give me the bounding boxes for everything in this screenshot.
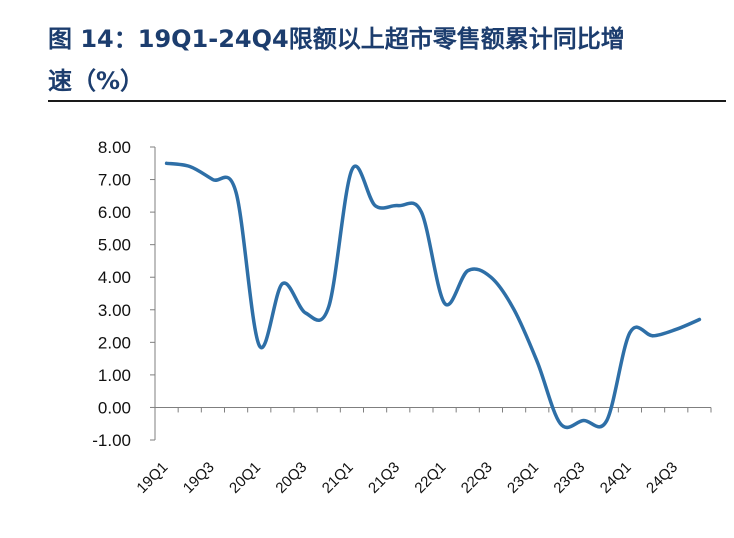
x-tick-label: 19Q1: [133, 459, 171, 497]
data-point: [350, 168, 354, 171]
title-divider: [48, 100, 726, 102]
y-tick-label: 6.00: [98, 203, 131, 222]
data-point: [281, 282, 284, 285]
data-point: [258, 344, 261, 347]
data-point: [165, 162, 168, 165]
data-point: [536, 360, 539, 364]
data-point: [512, 308, 516, 311]
x-tick-label: 24Q3: [643, 459, 681, 497]
data-point: [234, 191, 238, 194]
y-tick-label: 7.00: [98, 171, 131, 190]
y-tick-label: -1.00: [92, 431, 131, 450]
data-point: [651, 334, 655, 337]
y-tick-label: 8.00: [98, 138, 131, 157]
x-tick-label: 20Q3: [272, 459, 310, 497]
data-point: [443, 302, 446, 305]
series-line: [164, 161, 702, 430]
x-tick-label: 23Q3: [550, 459, 588, 497]
y-tick-label: 0.00: [98, 398, 131, 417]
x-tick-label: 23Q1: [504, 459, 542, 497]
y-tick-label: 1.00: [98, 366, 131, 385]
data-point: [327, 305, 330, 308]
y-tick-label: 2.00: [98, 333, 131, 352]
data-point: [628, 331, 632, 334]
x-tick-label: 22Q1: [411, 459, 449, 497]
x-tick-label: 24Q1: [597, 459, 635, 497]
data-point: [582, 419, 585, 422]
chart-title: 图 14：19Q1-24Q4限额以上超市零售额累计同比增 速（%）: [48, 18, 708, 102]
data-point: [675, 328, 678, 331]
x-tick-label: 21Q3: [365, 459, 403, 497]
data-point: [698, 318, 701, 321]
data-point: [559, 422, 562, 425]
data-point: [466, 269, 469, 272]
data-point: [304, 311, 307, 315]
data-point: [605, 419, 608, 422]
data-point: [211, 178, 215, 181]
x-tick-label: 21Q1: [319, 459, 357, 497]
data-point: [373, 204, 377, 207]
x-tick-label: 19Q3: [180, 459, 218, 497]
y-tick-label: 4.00: [98, 268, 131, 287]
y-tick-label: 5.00: [98, 236, 131, 255]
data-point: [397, 204, 400, 207]
data-point: [489, 276, 493, 279]
x-tick-label: 22Q3: [458, 459, 496, 497]
data-point: [420, 210, 423, 214]
data-point: [188, 165, 191, 168]
chart-title-line-2: 速（%）: [48, 67, 145, 95]
chart-title-line-1: 图 14：19Q1-24Q4限额以上超市零售额累计同比增: [48, 25, 625, 53]
x-tick-label: 20Q1: [226, 459, 264, 497]
y-tick-label: 3.00: [98, 301, 131, 320]
